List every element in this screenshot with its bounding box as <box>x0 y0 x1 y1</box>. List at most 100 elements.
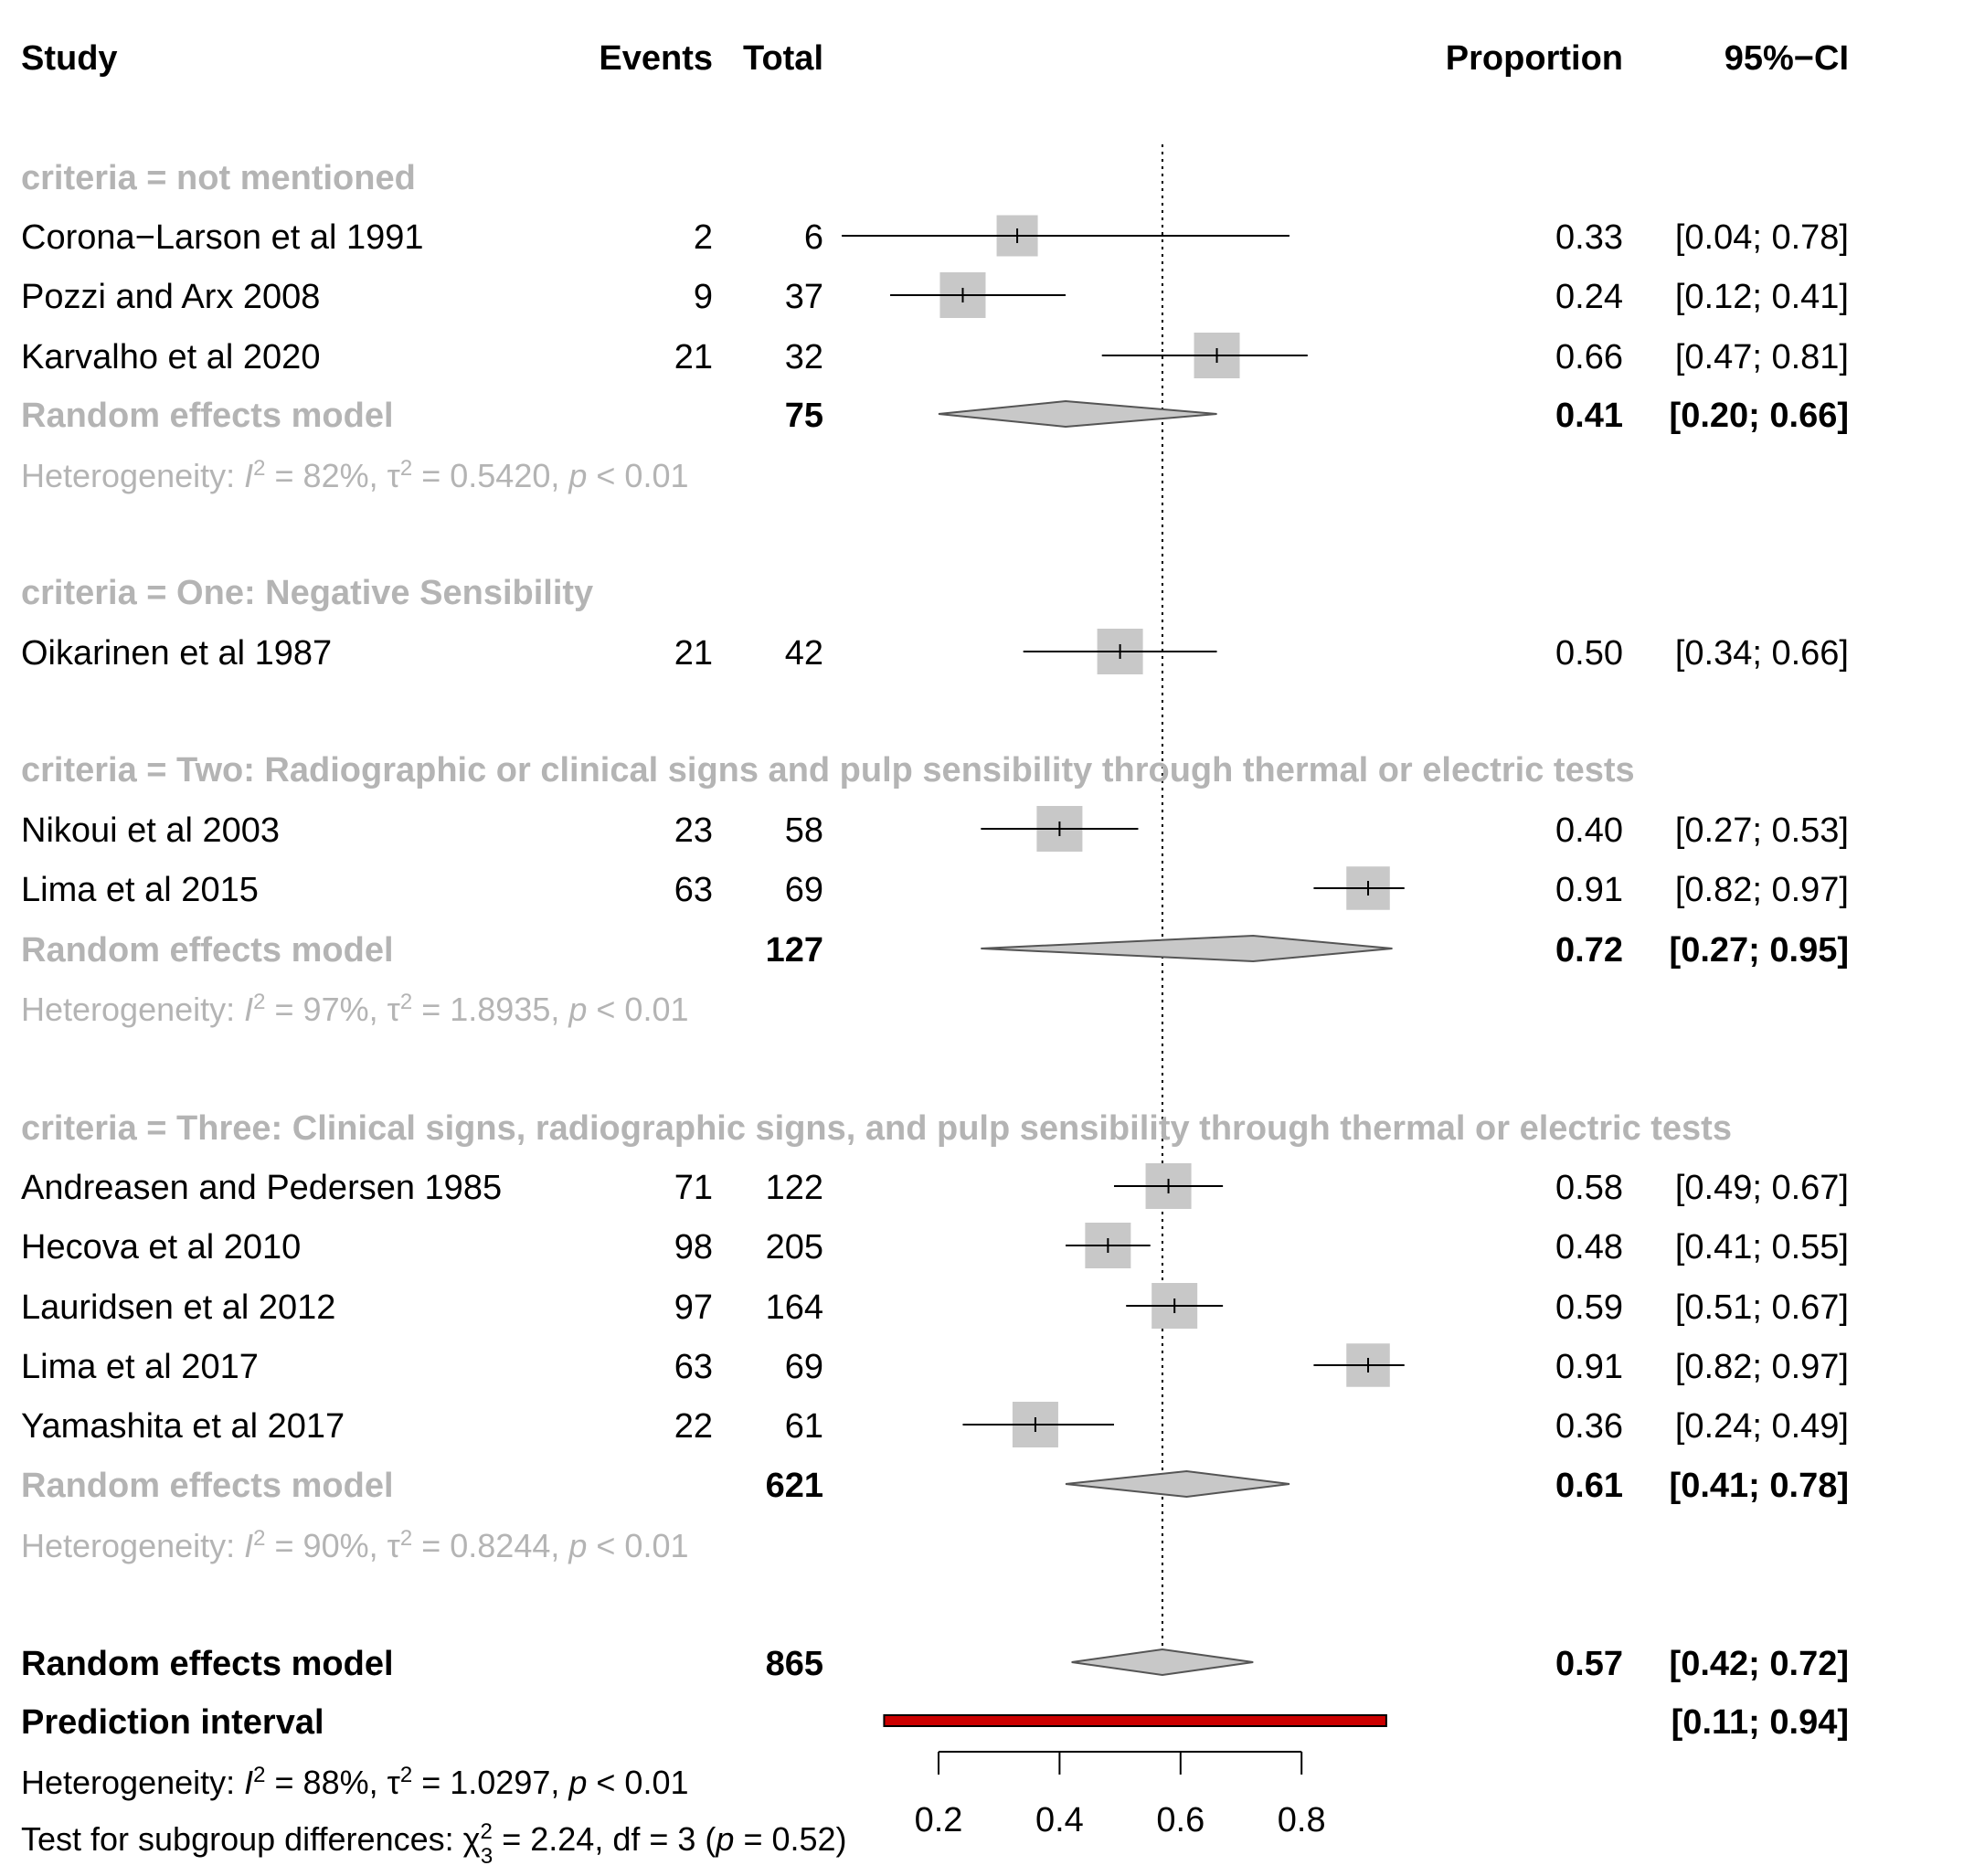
study-proportion: 0.59 <box>1555 1288 1623 1327</box>
subgroup-model-proportion: 0.72 <box>1555 931 1623 970</box>
het-tau: τ <box>387 1527 400 1564</box>
test-p: p <box>715 1820 734 1858</box>
het-prefix: Heterogeneity: <box>21 457 244 494</box>
study-name: Karvalho et al 2020 <box>21 338 320 376</box>
study-events: 22 <box>674 1407 713 1446</box>
study-ci: [0.51; 0.67] <box>1675 1288 1849 1327</box>
study-ci: [0.27; 0.53] <box>1675 811 1849 850</box>
study-total: 6 <box>804 218 823 257</box>
study-total: 69 <box>785 871 823 909</box>
study-ci: [0.49; 0.67] <box>1675 1169 1849 1207</box>
x-axis-tick-label: 0.8 <box>1278 1801 1326 1839</box>
study-name: Oikarinen et al 1987 <box>21 634 332 673</box>
header-proportion: Proportion <box>1446 39 1623 78</box>
study-name: Nikoui et al 2003 <box>21 811 280 850</box>
study-events: 21 <box>674 634 713 673</box>
het-p-value: < 0.01 <box>587 1527 688 1564</box>
study-total: 32 <box>785 338 823 376</box>
header-ci: 95%−CI <box>1725 39 1849 78</box>
test-chi-sub: 3 <box>481 1844 493 1869</box>
study-proportion: 0.91 <box>1555 871 1623 909</box>
subgroup-model-proportion: 0.61 <box>1555 1467 1623 1505</box>
het-tau-value: = 1.8935, <box>412 991 568 1028</box>
subgroup-model-label: Random effects model <box>21 1467 394 1505</box>
het-tau-sup: 2 <box>400 1526 412 1551</box>
study-proportion: 0.36 <box>1555 1407 1623 1446</box>
study-events: 97 <box>674 1288 713 1327</box>
subgroup-model-ci: [0.41; 0.78] <box>1670 1467 1849 1505</box>
subgroup-label: criteria = not mentioned <box>21 159 416 197</box>
study-total: 69 <box>785 1348 823 1386</box>
subgroup-model-label: Random effects model <box>21 397 394 435</box>
het-i2: I <box>244 991 253 1028</box>
x-axis-tick-label: 0.4 <box>1035 1801 1084 1839</box>
study-proportion: 0.50 <box>1555 634 1623 673</box>
study-ci: [0.82; 0.97] <box>1675 871 1849 909</box>
het-i2: I <box>244 1527 253 1564</box>
study-events: 21 <box>674 338 713 376</box>
prediction-interval-label: Prediction interval <box>21 1703 324 1742</box>
subgroup-differences-test: Test for subgroup differences: χ2 3 = 2.2… <box>21 1819 847 1869</box>
study-ci: [0.12; 0.41] <box>1675 278 1849 316</box>
het-tau-sup: 2 <box>400 456 412 481</box>
subgroup-model-ci: [0.27; 0.95] <box>1670 931 1849 970</box>
het-i2-sup: 2 <box>253 456 265 481</box>
subgroup-model-total: 621 <box>766 1467 823 1505</box>
study-total: 205 <box>766 1228 823 1267</box>
test-prefix: Test for subgroup differences: <box>21 1820 463 1858</box>
subgroup-heterogeneity: Heterogeneity: I2 = 97%, τ2 = 1.8935, p … <box>21 990 688 1029</box>
study-events: 98 <box>674 1228 713 1267</box>
het-p: p <box>568 991 587 1028</box>
overall-model-label: Random effects model <box>21 1645 394 1683</box>
study-name: Yamashita et al 2017 <box>21 1407 345 1446</box>
het-p: p <box>568 1764 587 1801</box>
het-p: p <box>568 1527 587 1564</box>
study-events: 23 <box>674 811 713 850</box>
subgroup-model-diamond <box>981 934 1393 963</box>
study-proportion: 0.33 <box>1555 218 1623 257</box>
study-proportion: 0.48 <box>1555 1228 1623 1267</box>
het-i2-sup: 2 <box>253 990 265 1014</box>
study-total: 164 <box>766 1288 823 1327</box>
study-total: 37 <box>785 278 823 316</box>
study-ci: [0.82; 0.97] <box>1675 1348 1849 1386</box>
prediction-interval-bar <box>883 1714 1387 1727</box>
x-axis-tick-label: 0.2 <box>915 1801 963 1839</box>
study-total: 61 <box>785 1407 823 1446</box>
study-name: Lauridsen et al 2012 <box>21 1288 335 1327</box>
overall-model-diamond <box>1071 1648 1254 1677</box>
subgroup-model-proportion: 0.41 <box>1555 397 1623 435</box>
het-i2-value: = 90%, <box>266 1527 387 1564</box>
overall-heterogeneity: Heterogeneity: I2 = 88%, τ2 = 1.0297, p … <box>21 1763 688 1802</box>
het-p-value: < 0.01 <box>587 991 688 1028</box>
het-i2-sup: 2 <box>253 1526 265 1551</box>
het-i2-value: = 97%, <box>266 991 387 1028</box>
subgroup-heterogeneity: Heterogeneity: I2 = 82%, τ2 = 0.5420, p … <box>21 456 688 495</box>
subgroup-model-ci: [0.20; 0.66] <box>1670 397 1849 435</box>
study-ci: [0.04; 0.78] <box>1675 218 1849 257</box>
test-p-value: = 0.52) <box>734 1820 846 1858</box>
study-proportion: 0.58 <box>1555 1169 1623 1207</box>
het-tau-value: = 0.5420, <box>412 457 568 494</box>
study-name: Pozzi and Arx 2008 <box>21 278 320 316</box>
study-name: Corona−Larson et al 1991 <box>21 218 424 257</box>
study-total: 58 <box>785 811 823 850</box>
study-ci: [0.41; 0.55] <box>1675 1228 1849 1267</box>
study-events: 63 <box>674 871 713 909</box>
het-tau: τ <box>387 457 400 494</box>
study-events: 71 <box>674 1169 713 1207</box>
het-tau-value: = 0.8244, <box>412 1527 568 1564</box>
test-chi-value: = 2.24, df = 3 ( <box>493 1820 716 1858</box>
study-ci: [0.47; 0.81] <box>1675 338 1849 376</box>
het-i2: I <box>244 457 253 494</box>
het-i2-value: = 88%, <box>266 1764 387 1801</box>
het-tau: τ <box>387 1764 400 1801</box>
subgroup-label: criteria = Two: Radiographic or clinical… <box>21 751 1635 790</box>
het-tau: τ <box>387 991 400 1028</box>
het-i2-value: = 82%, <box>266 457 387 494</box>
het-p-value: < 0.01 <box>587 457 688 494</box>
study-name: Andreasen and Pedersen 1985 <box>21 1169 502 1207</box>
subgroup-label: criteria = Three: Clinical signs, radiog… <box>21 1109 1732 1148</box>
study-proportion: 0.91 <box>1555 1348 1623 1386</box>
